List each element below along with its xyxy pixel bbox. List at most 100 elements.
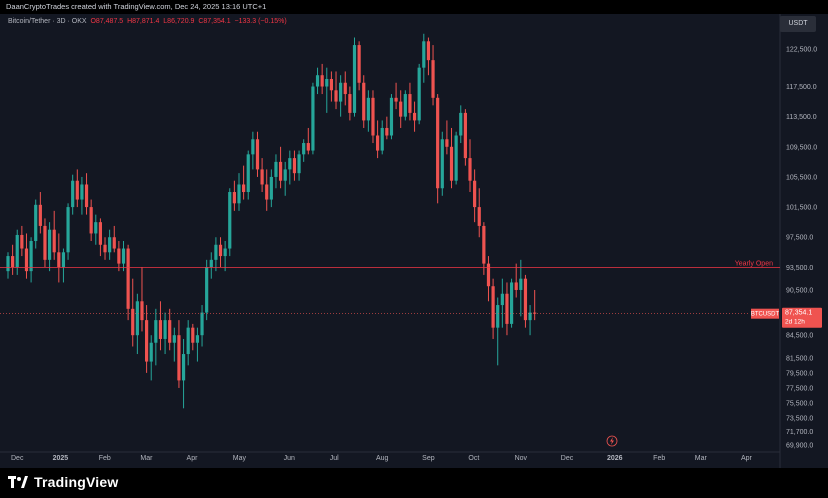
candle-body [431, 60, 435, 98]
candle-body [288, 158, 292, 170]
price-tag-price: 87,354.1 [785, 310, 812, 317]
time-tick-label: 2026 [607, 455, 623, 462]
candle-body [43, 225, 47, 260]
currency-button[interactable]: USDT [780, 16, 816, 32]
time-tick-label: Aug [376, 455, 389, 462]
candle-body [408, 94, 412, 113]
candle-body [154, 320, 158, 343]
tradingview-logo-icon [8, 476, 28, 488]
candle-body [352, 45, 357, 113]
candle-body [223, 248, 227, 257]
candle-body [371, 97, 375, 136]
chart-area[interactable] [0, 14, 828, 468]
candle-body [449, 146, 454, 181]
candle-body [145, 320, 149, 362]
candle-body [440, 139, 444, 189]
time-tick-label: Mar [695, 455, 708, 462]
candle-body [237, 184, 241, 204]
price-tick-label: 101,500.0 [786, 205, 817, 212]
price-tick-label: 90,500.0 [786, 287, 813, 294]
candle-body [376, 135, 380, 151]
price-tag-symbol: BTCUSDT [751, 312, 780, 318]
price-tick-label: 75,500.0 [786, 401, 813, 408]
candle-body [528, 312, 532, 321]
legend-symbol: Bitcoin/Tether · 3D · OKX [8, 18, 87, 25]
candle-body [477, 207, 481, 226]
candle-body [482, 225, 486, 264]
time-tick-label: Jun [284, 455, 295, 462]
candle-body [131, 308, 135, 336]
price-tick-label: 77,500.0 [786, 385, 813, 392]
time-tick-label: Feb [99, 455, 111, 462]
time-axis: Dec 2025 Feb Mar Apr May Jun Jul Aug Sep Oct Nov Dec… [11, 455, 753, 462]
time-tick-label: Oct [468, 455, 479, 462]
candle-body [98, 222, 102, 245]
candle-body [389, 97, 394, 136]
candle-body [34, 204, 38, 241]
candle-body [422, 41, 426, 68]
legend-low: L86,720.9 [163, 18, 195, 25]
candle-body [61, 252, 66, 268]
time-tick-label: Nov [515, 455, 528, 462]
candle-body [403, 94, 407, 117]
price-tick-label: 93,500.0 [786, 265, 813, 272]
candle-body [380, 127, 384, 151]
price-tick-label: 113,500.0 [786, 114, 817, 121]
time-tick-label: Jul [330, 455, 339, 462]
candle-body [20, 234, 24, 249]
candle-body [283, 169, 287, 181]
legend-high: H87,871.4 [127, 18, 160, 25]
candle-body [117, 248, 121, 264]
candle-body [505, 293, 509, 324]
candle-body [459, 112, 463, 136]
attribution-bar: DaanCryptoTrades created with TradingVie… [0, 0, 828, 14]
candle-body [242, 184, 246, 193]
candle-body [126, 248, 130, 309]
candle-body [163, 320, 167, 339]
candle-body [149, 342, 153, 362]
tradingview-logo[interactable]: TradingView [8, 474, 118, 490]
candle-body [334, 90, 338, 102]
candle-body [168, 320, 172, 343]
bolt-icon[interactable] [606, 435, 618, 447]
candle-body [491, 286, 495, 328]
candle-body [191, 327, 195, 343]
price-tick-label: 105,500.0 [786, 174, 817, 181]
candle-body [84, 184, 89, 208]
candle-body [232, 192, 236, 204]
candle-body [228, 192, 232, 249]
candle-body [523, 278, 528, 321]
candle-body [15, 234, 19, 268]
price-tick-label: 69,900.0 [786, 443, 813, 450]
candle-body [186, 327, 190, 355]
candle-body [315, 75, 320, 87]
price-tick-label: 109,500.0 [786, 144, 817, 151]
candle-body [112, 237, 116, 249]
time-tick-label: Apr [741, 455, 753, 462]
candle-body [500, 293, 504, 306]
candle-body [343, 82, 347, 95]
candle-body [246, 154, 250, 193]
time-tick-label: Sep [422, 455, 435, 462]
candle-body [394, 97, 398, 102]
candle-body [177, 335, 181, 381]
candle-body [38, 204, 42, 226]
candle-body [445, 139, 449, 147]
candle-body [214, 244, 218, 260]
price-tick-label: 84,500.0 [786, 333, 813, 340]
candle-body [486, 263, 491, 287]
last-price-tag: BTCUSDT 87,354.1 2d 12h [751, 307, 822, 328]
time-tick-label: Dec [11, 455, 24, 462]
candle-body [181, 354, 186, 381]
candle-body [108, 237, 112, 253]
time-tick-label: 2025 [53, 455, 69, 462]
candle-body [89, 207, 93, 234]
time-tick-label: May [233, 455, 247, 462]
candle-body [251, 139, 255, 155]
price-tag-countdown: 2d 12h [785, 319, 805, 326]
price-tick-label: 97,500.0 [786, 235, 813, 242]
time-tick-label: Apr [187, 455, 199, 462]
candle-body [103, 244, 107, 253]
yearly-open-label: Yearly Open [735, 260, 773, 267]
